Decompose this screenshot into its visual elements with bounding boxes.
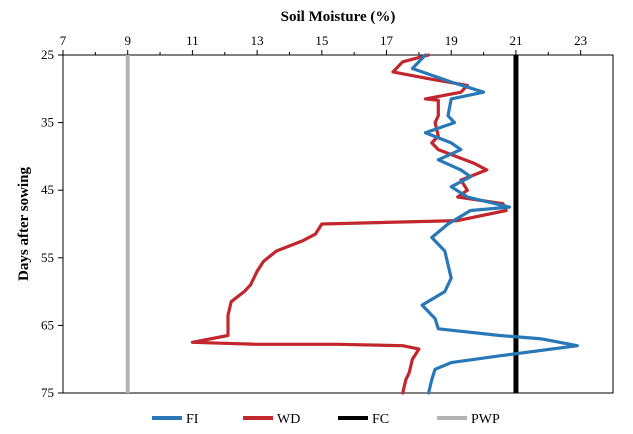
legend-label-fc: FC [372, 412, 389, 427]
legend-label-fi: FI [186, 412, 199, 427]
y-tick-label: 35 [41, 115, 54, 130]
legend-label-wd: WD [277, 412, 300, 427]
x-tick-label: 21 [509, 33, 522, 48]
series-wd-line [190, 53, 508, 395]
plot-area [62, 54, 614, 394]
series-layer [125, 53, 579, 395]
x-axis-title: Soil Moisture (%) [281, 9, 396, 25]
x-tick-label: 11 [186, 33, 199, 48]
y-tick-label: 45 [41, 182, 54, 197]
y-axis-title: Days after sowing [16, 167, 32, 281]
x-tick-label: 9 [124, 33, 131, 48]
series-fi-line [410, 53, 579, 395]
y-tick-label: 75 [41, 385, 54, 400]
x-axis: 7 9 11 13 15 17 19 21 23 [60, 33, 587, 55]
y-axis: 25 35 45 55 65 75 [41, 47, 63, 400]
y-tick-label: 55 [41, 250, 54, 265]
x-tick-label: 23 [574, 33, 587, 48]
x-tick-label: 19 [445, 33, 458, 48]
x-tick-label: 17 [380, 33, 394, 48]
x-tick-label: 15 [315, 33, 328, 48]
y-tick-label: 25 [41, 47, 54, 62]
legend-label-pwp: PWP [471, 412, 500, 427]
x-tick-label: 13 [251, 33, 264, 48]
x-tick-label: 7 [60, 33, 67, 48]
legend: FI WD FC PWP [152, 412, 500, 427]
y-tick-label: 65 [41, 317, 54, 332]
